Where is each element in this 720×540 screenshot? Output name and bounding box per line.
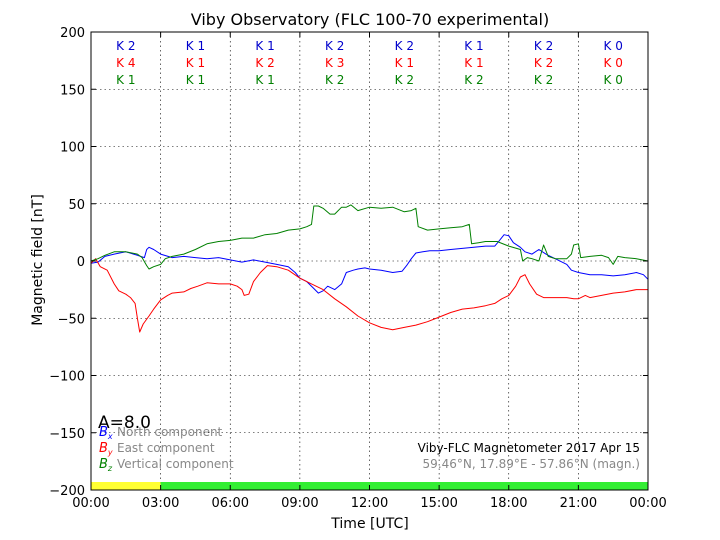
x-tick-label: 21:00 — [560, 496, 597, 511]
k-index-cell: K 2 — [464, 73, 483, 87]
y-tick-label: −50 — [58, 312, 85, 327]
plot-frame — [90, 31, 649, 491]
x-tick-label: 06:00 — [212, 496, 249, 511]
k-index-cell: K 2 — [534, 56, 553, 70]
k-index-cell: K 1 — [255, 39, 274, 53]
legend-label: Vertical component — [117, 457, 234, 471]
k-index-cell: K 2 — [534, 73, 553, 87]
k-index-cell: K 1 — [186, 39, 205, 53]
x-tick-label: 09:00 — [281, 496, 318, 511]
x-axis-label: Time [UTC] — [330, 516, 408, 532]
k-index-cell: K 2 — [116, 39, 135, 53]
x-tick-label: 15:00 — [420, 496, 457, 511]
k-index-cell: K 4 — [116, 56, 135, 70]
y-tick-label: −100 — [49, 370, 85, 385]
y-tick-label: 50 — [68, 198, 85, 213]
x-tick-label: 12:00 — [351, 496, 388, 511]
annotation-coordinates: 59.46°N, 17.89°E - 57.86°N (magn.) — [423, 457, 640, 471]
y-tick-label: 150 — [60, 83, 85, 98]
k-index-cell: K 2 — [325, 73, 344, 87]
series-line-z — [90, 204, 649, 270]
k-index-cell: K 1 — [464, 56, 483, 70]
k-index-cell: K 1 — [395, 56, 414, 70]
k-index-cell: K 1 — [186, 56, 205, 70]
y-tick-label: 0 — [77, 255, 85, 270]
k-index-cell: K 0 — [604, 56, 623, 70]
x-tick-label: 18:00 — [490, 496, 527, 511]
k-index-cell: K 1 — [116, 73, 135, 87]
grid-lines — [91, 32, 648, 490]
k-index-cell: K 3 — [325, 56, 344, 70]
a-index-label: A=8.0 — [98, 413, 151, 433]
k-index-cell: K 0 — [604, 73, 623, 87]
axes: 00:00 03:00 06:00 09:00 12:00 15:00 18:00 21:00… — [49, 26, 666, 511]
x-tick-label: 03:00 — [142, 496, 179, 511]
annotation-station: Viby-FLC Magnetometer 2017 Apr 15 — [418, 441, 640, 455]
k-index-cell: K 1 — [186, 73, 205, 87]
legend-label: East component — [117, 441, 215, 455]
x-tick-label: 00:00 — [72, 496, 109, 511]
k-index-cell: K 0 — [604, 39, 623, 53]
y-tick-label: 200 — [60, 26, 85, 41]
k-index-cell: K 1 — [255, 73, 274, 87]
quality-segment — [160, 482, 648, 490]
quality-segment — [91, 482, 161, 490]
chart-title: Viby Observatory (FLC 100-70 experimenta… — [191, 10, 550, 29]
k-index-cell: K 2 — [534, 39, 553, 53]
y-tick-label: 100 — [60, 141, 85, 156]
y-tick-label: −150 — [49, 427, 85, 442]
k-index-table: K 2 K 1 K 1 K 2 K 2 K 1 K 2 K 0 K 4 K 1 K 2 K 3 K 1 K… — [116, 39, 623, 87]
series-lines — [90, 204, 649, 333]
k-index-cell: K 1 — [464, 39, 483, 53]
legend-label: North component — [117, 425, 223, 439]
y-tick-label: −200 — [49, 484, 85, 499]
k-index-cell: K 2 — [325, 39, 344, 53]
x-tick-label: 00:00 — [629, 496, 666, 511]
k-index-cell: K 2 — [395, 39, 414, 53]
y-axis-label: Magnetic field [nT] — [30, 194, 46, 326]
series-line-y — [90, 258, 648, 333]
quality-bar — [91, 482, 648, 490]
k-index-cell: K 2 — [395, 73, 414, 87]
k-index-cell: K 2 — [255, 56, 274, 70]
